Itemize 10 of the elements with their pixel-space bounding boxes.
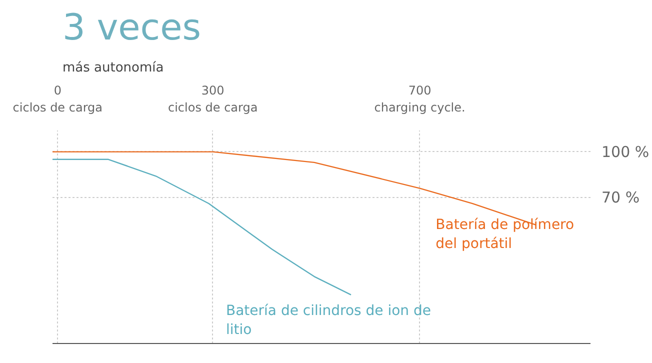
chart-subtitle: más autonomía <box>62 60 164 76</box>
x-tick-label: 700 charging cycle. <box>374 84 466 114</box>
y-tick-label: 70 % <box>602 188 640 206</box>
x-tick-label: 0 ciclos de carga <box>12 84 103 114</box>
x-tick-label: 300 ciclos de carga <box>168 84 258 114</box>
text: Batería de cilindros de ion de litio <box>226 302 432 338</box>
chart-title: 3 veces <box>62 8 201 48</box>
y-tick-label: 100 % <box>602 142 650 161</box>
line-series <box>52 158 352 296</box>
series-label: Batería de polímero del portátil <box>436 216 574 252</box>
